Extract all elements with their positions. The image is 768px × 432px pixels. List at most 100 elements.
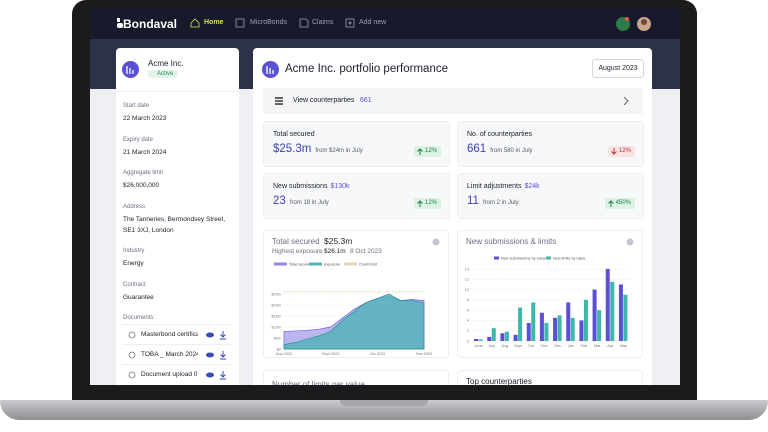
- x-tick-label: Sept 2023: [322, 352, 339, 356]
- y-tick-label: 14: [465, 267, 469, 271]
- y-tick-label: $20m: [272, 303, 282, 307]
- bar: [553, 317, 558, 341]
- nav-home[interactable]: Home: [204, 19, 224, 26]
- field-value: 21 March 2024: [123, 149, 167, 156]
- document-row[interactable]: Masterbond certifica: [122, 324, 232, 343]
- y-tick-label: 2: [467, 329, 469, 333]
- divider: [116, 91, 239, 92]
- view-icon: [206, 332, 214, 338]
- chart-card: Total secured Total secured Exposure Credit…: [263, 230, 449, 358]
- y-tick-label: 10: [465, 288, 469, 292]
- y-tick-label: 8: [467, 298, 469, 302]
- kpi-comparison: from 2 in July: [482, 200, 519, 206]
- legend-label: Credit limit: [359, 263, 378, 267]
- field-label: Industry: [123, 248, 145, 254]
- field-value: Energy: [123, 260, 144, 267]
- kpi-label: No. of counterparties: [467, 131, 532, 138]
- chart-card: New submissions & limits New submissions …: [457, 230, 643, 358]
- download-icon: [220, 371, 226, 380]
- kpi-label-value: $24k: [524, 183, 540, 190]
- x-tick-label: Oct: [528, 344, 535, 348]
- x-tick-label: Nov 2023: [416, 352, 432, 356]
- arrow: [607, 200, 614, 207]
- chart-title: New submissions & limits: [466, 237, 557, 246]
- bar: [579, 320, 584, 341]
- arrow: [417, 148, 423, 155]
- area: [283, 293, 425, 350]
- chart-subtitle: Highest exposure: [272, 248, 323, 255]
- brand[interactable]: Bondaval: [123, 17, 178, 31]
- company-card: Acme Inc. Active Start date 22 March 2023…: [116, 48, 239, 385]
- bar: [592, 289, 597, 341]
- x-tick-label: Mar: [594, 344, 601, 348]
- x-tick-label: Oct 2023: [370, 352, 385, 356]
- arrow: [611, 148, 617, 155]
- y-tick-label: $10m: [272, 325, 282, 329]
- view-icon: [206, 352, 214, 358]
- legend-label: Total secured: [289, 263, 312, 267]
- link-count: 661: [360, 97, 372, 104]
- user-icons[interactable]: [615, 15, 655, 33]
- document-name: Document upload 0: [141, 371, 198, 378]
- document-row[interactable]: Document upload 0: [122, 364, 232, 383]
- arrow: [417, 200, 423, 207]
- list-icon: [275, 97, 283, 105]
- chart-headline: $25.3m: [324, 236, 353, 246]
- field-value: $26,000,000: [123, 182, 160, 189]
- legend-swatch: [344, 262, 357, 266]
- period-button[interactable]: August 2023: [592, 59, 644, 78]
- field-value: The Tanneries, Bermondsey Street, SE1 3X…: [123, 216, 226, 234]
- x-tick-label: Aug: [502, 344, 509, 348]
- legend-label: New limits by value: [553, 257, 586, 261]
- x-tick-label: Jan: [568, 344, 574, 348]
- kpi-card: Total secured $25.3m from $24m in July 12%: [263, 121, 450, 167]
- y-tick-label: $25m: [272, 292, 282, 296]
- kpi-label: Limit adjustments $24k: [467, 183, 540, 190]
- bar: [583, 299, 588, 341]
- field-label: Expiry date: [123, 137, 154, 143]
- bar: [539, 312, 544, 341]
- download-icon: [220, 351, 226, 360]
- notch: [340, 400, 428, 406]
- document-icons: [128, 351, 226, 360]
- nav-microbonds[interactable]: MicroBonds: [250, 19, 287, 26]
- chart: New submissions by value New limits by va…: [465, 256, 630, 348]
- document-name: Masterbond certifica: [141, 331, 198, 338]
- portfolio-title: Acme Inc. portfolio performance: [285, 63, 448, 75]
- y-tick-label: $0: [277, 347, 281, 351]
- bar: [474, 338, 479, 341]
- subtitle-value: $26.1m: [324, 248, 346, 255]
- legend-label: New submissions by value: [501, 257, 546, 261]
- documents-label: Documents: [123, 315, 154, 321]
- counterparties-row[interactable]: View counterparties 661: [263, 88, 643, 114]
- bar: [597, 310, 602, 341]
- kpi-value: 23: [273, 195, 286, 207]
- bar: [500, 333, 505, 341]
- change-arrow: [611, 148, 617, 155]
- doc-icon: [128, 331, 136, 339]
- nav-bar: Bondaval Home MicroBonds Claims Add new: [90, 8, 680, 39]
- document-name: TOBA _ March 2024: [141, 351, 198, 358]
- legend-swatch: [546, 256, 551, 260]
- document-row[interactable]: TOBA _ March 2024: [122, 344, 232, 363]
- view-icon: [206, 372, 214, 378]
- logo-icon: [117, 18, 123, 28]
- nav-claims[interactable]: Claims: [312, 19, 334, 26]
- bar: [570, 317, 575, 341]
- bar: [504, 331, 509, 341]
- chart-title: Total secured: [272, 237, 320, 246]
- change-arrow: [417, 200, 423, 207]
- kpi-comparison: from 580 in July: [490, 148, 533, 154]
- company-name: Acme Inc.: [148, 59, 184, 68]
- y-tick-label: 6: [467, 308, 469, 312]
- bar: [610, 281, 615, 341]
- kpi-comparison: from 18 in July: [289, 200, 329, 206]
- doc-icon: [128, 371, 136, 379]
- nav-add-new[interactable]: Add new: [359, 19, 387, 26]
- kpi-card: New submissions $130k 23 from 18 in July 12%: [263, 173, 450, 219]
- document-icons: [128, 331, 226, 340]
- info-circle: [432, 238, 440, 246]
- bar: [487, 336, 492, 341]
- x-tick-label: June: [474, 344, 482, 348]
